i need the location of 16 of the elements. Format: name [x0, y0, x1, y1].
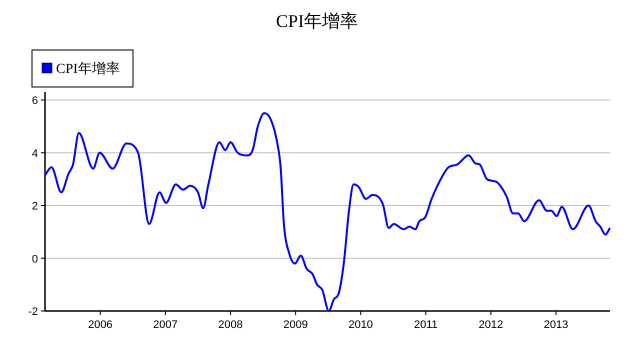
- y-tick-label: -2: [28, 306, 38, 318]
- x-tick-label: 2013: [544, 319, 568, 331]
- x-tick-label: 2006: [88, 319, 113, 331]
- x-tick-label: 2009: [283, 319, 308, 331]
- x-tick-label: 2008: [218, 319, 243, 331]
- x-tick-label: 2012: [478, 319, 504, 331]
- y-tick-label: 2: [32, 200, 38, 212]
- y-tick-label: 4: [32, 148, 38, 160]
- legend: CPI年增率: [32, 50, 134, 88]
- y-tick-label: 0: [32, 253, 38, 266]
- x-tick-label: 2011: [414, 319, 438, 331]
- y-tick-label: 6: [32, 95, 38, 107]
- x-tick-label: 2007: [153, 319, 178, 331]
- x-tick-label: 2010: [348, 319, 373, 331]
- legend-label: CPI年增率: [56, 61, 120, 77]
- chart-title: CPI年增率: [276, 11, 358, 31]
